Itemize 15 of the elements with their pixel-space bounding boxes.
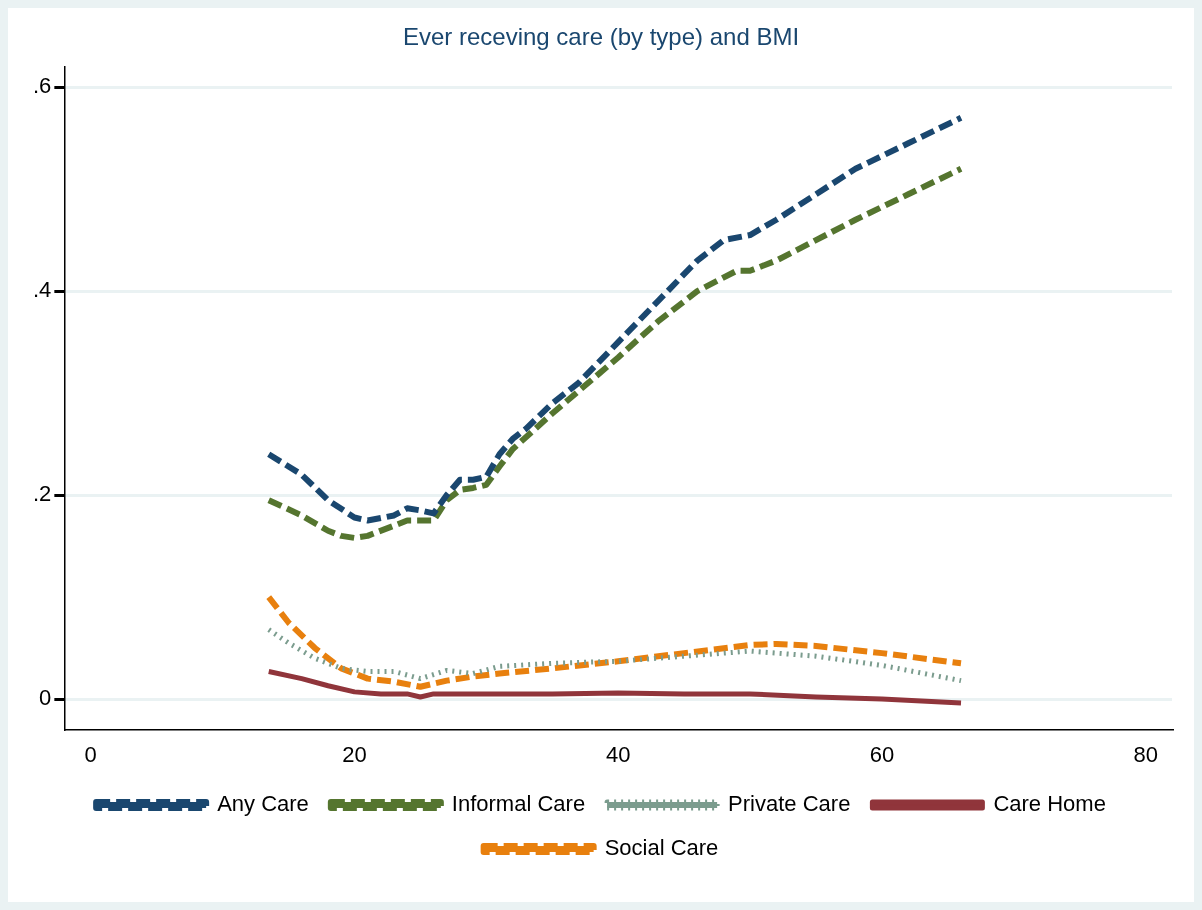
chart-title: Ever receving care (by type) and BMI	[402, 23, 800, 51]
legend-label: Informal Care	[451, 791, 586, 817]
y-tick-label: .2	[32, 481, 52, 507]
x-tick-label: 20	[342, 741, 367, 767]
x-tick-label: 80	[1133, 741, 1158, 767]
y-tick-label: .4	[32, 277, 52, 303]
y-tick-label: .6	[32, 73, 52, 99]
legend-label: Care Home	[993, 791, 1106, 817]
y-tick-label: 0	[39, 685, 52, 711]
legend-label: Private Care	[728, 791, 851, 817]
x-tick-label: 60	[869, 741, 895, 767]
legend-label: Social Care	[604, 835, 719, 861]
legend-label: Any Care	[217, 791, 309, 817]
x-tick-label: 40	[605, 741, 631, 767]
x-tick-label: 0	[84, 741, 97, 767]
